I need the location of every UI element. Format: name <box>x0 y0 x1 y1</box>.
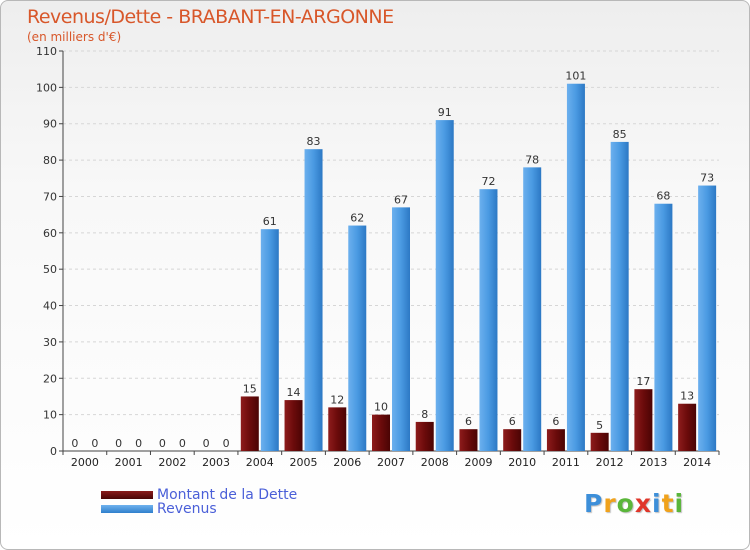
y-tick-label: 110 <box>36 45 57 58</box>
x-tick-label: 2011 <box>552 456 580 469</box>
legend-swatch-revenue <box>101 505 153 513</box>
revenue-bar-value: 61 <box>263 215 277 228</box>
revenue-bar <box>654 203 673 451</box>
legend-item-revenue: Revenus <box>101 501 217 517</box>
y-tick-label: 70 <box>43 190 57 203</box>
legend-label-revenue: Revenus <box>157 501 217 517</box>
debt-bar-value: 14 <box>287 386 301 399</box>
y-tick-label: 30 <box>43 336 57 349</box>
x-tick-label: 2012 <box>596 456 624 469</box>
revenue-bar <box>392 207 410 451</box>
y-tick-label: 40 <box>43 300 57 313</box>
x-tick-label: 2007 <box>377 456 405 469</box>
revenue-bar-value: 0 <box>91 437 98 450</box>
y-tick-label: 90 <box>43 118 57 131</box>
debt-bar <box>546 429 565 451</box>
debt-bar <box>634 389 653 451</box>
revenue-bar-value: 0 <box>179 437 186 450</box>
revenue-bar-value: 73 <box>700 172 714 185</box>
debt-bar-value: 12 <box>330 393 344 406</box>
logo-letter: t <box>661 489 675 518</box>
x-tick-label: 2004 <box>246 456 274 469</box>
debt-bar-value: 0 <box>115 437 122 450</box>
x-tick-label: 2000 <box>71 456 99 469</box>
revenue-bar-value: 78 <box>525 153 539 166</box>
debt-bar-value: 8 <box>421 408 428 421</box>
debt-bar <box>590 432 609 451</box>
revenue-bar-value: 101 <box>565 70 586 83</box>
revenue-bar-value: 0 <box>135 437 142 450</box>
revenue-bar <box>566 83 585 452</box>
debt-bar <box>678 403 697 451</box>
x-tick-label: 2014 <box>683 456 711 469</box>
y-tick-label: 0 <box>50 445 57 458</box>
revenue-bar-value: 67 <box>394 193 408 206</box>
revenue-bar <box>260 229 279 451</box>
debt-bar <box>415 421 434 451</box>
logo-letter: o <box>616 489 635 518</box>
debt-bar-value: 17 <box>636 375 650 388</box>
y-tick-label: 60 <box>43 227 57 240</box>
debt-bar-value: 0 <box>71 437 78 450</box>
debt-bar-value: 15 <box>243 382 257 395</box>
logo-letter: x <box>634 489 652 518</box>
revenue-bar <box>698 185 717 451</box>
revenue-bar-value: 62 <box>350 212 364 225</box>
chart-title: Revenus/Dette - BRABANT-EN-ARGONNE <box>27 6 394 28</box>
x-tick-label: 2009 <box>464 456 492 469</box>
debt-bar-value: 0 <box>159 437 166 450</box>
logo-letter: P <box>584 489 604 518</box>
y-tick-label: 50 <box>43 263 57 276</box>
revenue-bar <box>610 141 629 451</box>
y-tick-label: 80 <box>43 154 57 167</box>
revenue-bar-value: 91 <box>438 106 452 119</box>
x-tick-label: 2003 <box>202 456 230 469</box>
x-tick-label: 2002 <box>158 456 186 469</box>
legend-label-debt: Montant de la Dette <box>157 487 298 503</box>
debt-bar-value: 6 <box>509 415 516 428</box>
revenue-bar-value: 68 <box>656 190 670 203</box>
revenue-bar <box>523 167 542 451</box>
debt-bar-value: 5 <box>596 419 603 432</box>
revenue-bar-value: 85 <box>613 128 627 141</box>
debt-bar <box>284 400 303 451</box>
x-tick-label: 2005 <box>290 456 318 469</box>
revenue-bar-value: 72 <box>481 175 495 188</box>
x-tick-label: 2001 <box>115 456 143 469</box>
revenue-bar <box>435 120 454 451</box>
debt-bar-value: 10 <box>374 401 388 414</box>
x-tick-label: 2010 <box>508 456 536 469</box>
legend-item-debt: Montant de la Dette <box>101 487 297 503</box>
logo-letter: i <box>674 489 685 518</box>
debt-bar <box>459 429 478 451</box>
revenue-bar <box>304 149 323 451</box>
debt-bar-value: 13 <box>680 390 694 403</box>
revenue-bar <box>479 189 498 451</box>
debt-bar <box>503 429 522 451</box>
proxiti-logo: Proxiti <box>584 489 684 518</box>
debt-bar-value: 0 <box>203 437 210 450</box>
y-tick-label: 20 <box>43 372 57 385</box>
revenue-bar <box>348 225 367 451</box>
x-tick-label: 2013 <box>639 456 667 469</box>
legend-swatch-debt <box>101 491 153 499</box>
debt-bar-value: 6 <box>552 415 559 428</box>
x-tick-label: 2008 <box>421 456 449 469</box>
debt-bar <box>372 414 390 451</box>
revenue-bar-value: 0 <box>223 437 230 450</box>
revenue-bar-value: 83 <box>307 135 321 148</box>
debt-bar <box>328 407 347 451</box>
debt-bar <box>240 396 259 451</box>
y-tick-label: 10 <box>43 409 57 422</box>
logo-letter: i <box>652 489 662 518</box>
y-tick-label: 100 <box>36 81 57 94</box>
x-tick-label: 2006 <box>333 456 361 469</box>
chart-subtitle: (en milliers d'€) <box>27 30 122 44</box>
debt-bar-value: 6 <box>465 415 472 428</box>
logo-letter: r <box>603 489 617 518</box>
